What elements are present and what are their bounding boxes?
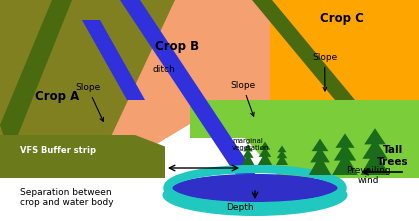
Polygon shape xyxy=(276,154,288,165)
Polygon shape xyxy=(252,0,355,100)
Bar xyxy=(264,156,266,165)
Polygon shape xyxy=(361,150,389,175)
Text: Slope: Slope xyxy=(230,81,255,116)
Polygon shape xyxy=(334,143,356,161)
Polygon shape xyxy=(362,139,388,159)
Polygon shape xyxy=(312,139,328,151)
Text: ditch: ditch xyxy=(152,65,175,74)
Polygon shape xyxy=(165,138,280,178)
Text: Slope: Slope xyxy=(312,53,337,91)
Text: Slope: Slope xyxy=(75,83,103,121)
Bar xyxy=(318,161,322,175)
Polygon shape xyxy=(0,0,419,160)
Polygon shape xyxy=(309,155,331,175)
Polygon shape xyxy=(190,100,419,178)
Text: Separation between
crop and water body: Separation between crop and water body xyxy=(20,188,114,207)
Ellipse shape xyxy=(173,174,337,202)
Polygon shape xyxy=(82,20,145,100)
Text: Crop C: Crop C xyxy=(320,12,364,25)
Bar xyxy=(372,157,378,175)
Bar xyxy=(247,157,249,165)
Polygon shape xyxy=(243,144,253,151)
Polygon shape xyxy=(0,0,72,155)
Text: Depth: Depth xyxy=(226,203,254,212)
Text: marginal
vegetation: marginal vegetation xyxy=(232,138,269,151)
Polygon shape xyxy=(243,149,253,158)
Polygon shape xyxy=(0,0,175,160)
Text: Prevailing
wind: Prevailing wind xyxy=(346,166,391,185)
Polygon shape xyxy=(335,133,354,148)
Polygon shape xyxy=(242,154,254,165)
Polygon shape xyxy=(310,147,330,162)
Ellipse shape xyxy=(163,174,347,216)
Polygon shape xyxy=(270,0,419,100)
Polygon shape xyxy=(120,0,258,178)
Polygon shape xyxy=(258,152,272,165)
Polygon shape xyxy=(277,150,287,158)
Bar xyxy=(0,178,419,221)
Polygon shape xyxy=(0,135,220,178)
Polygon shape xyxy=(332,152,358,175)
Polygon shape xyxy=(259,147,271,157)
Polygon shape xyxy=(260,142,270,150)
Polygon shape xyxy=(277,145,287,152)
Text: Crop B: Crop B xyxy=(155,40,199,53)
Polygon shape xyxy=(364,128,386,144)
Text: VFS Buffer strip: VFS Buffer strip xyxy=(20,146,96,155)
Bar xyxy=(343,159,347,175)
Text: Crop A: Crop A xyxy=(35,90,79,103)
Text: Tall
Trees: Tall Trees xyxy=(377,145,409,167)
Bar xyxy=(281,158,283,165)
